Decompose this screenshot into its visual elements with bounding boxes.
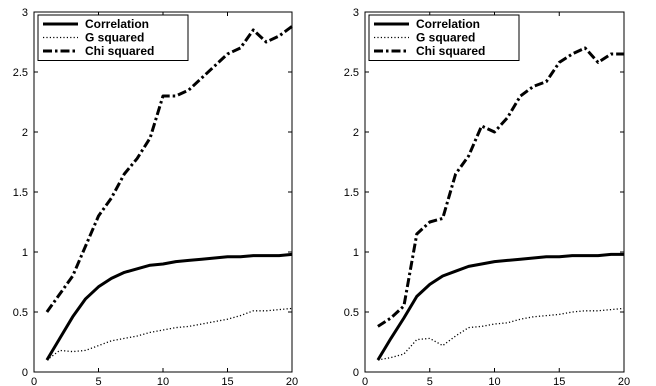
x-tick-label: 10 [157,376,169,386]
x-tick-label: 5 [95,376,101,386]
x-tick-label: 20 [286,376,298,386]
legend-label: Chi squared [416,44,485,58]
y-tick-label: 0.5 [13,307,28,319]
y-tick-label: 2.5 [13,67,28,79]
y-tick-label: 0.5 [344,307,359,319]
y-tick-label: 1.5 [13,187,28,199]
legend-label: Correlation [85,17,149,31]
x-tick-label: 0 [31,376,37,386]
series-line-g-squared [377,307,625,361]
y-tick-label: 2 [22,127,28,139]
legend-label: Correlation [416,17,480,31]
y-tick-label: 3 [22,7,28,19]
series-line-chi-squared [377,46,624,328]
x-tick-label: 0 [362,376,368,386]
series-line-correlation [45,252,293,361]
x-tick-label: 10 [488,376,500,386]
y-tick-label: 3 [353,7,359,19]
y-tick-label: 1 [22,247,28,259]
series-line-correlation [376,252,624,361]
legend-label: Chi squared [85,44,154,58]
y-tick-label: 0 [22,367,28,379]
x-tick-label: 15 [221,376,233,386]
legend-label: G squared [85,31,144,45]
series-line-chi-squared [45,25,293,313]
series-line-g-squared [46,307,293,361]
y-tick-label: 2 [353,127,359,139]
x-tick-label: 20 [618,376,630,386]
y-tick-label: 1 [353,247,359,259]
x-tick-label: 15 [553,376,565,386]
y-tick-label: 0 [353,367,359,379]
y-tick-label: 1.5 [344,187,359,199]
x-tick-label: 5 [427,376,433,386]
y-tick-label: 2.5 [344,67,359,79]
legend-label: G squared [416,31,475,45]
